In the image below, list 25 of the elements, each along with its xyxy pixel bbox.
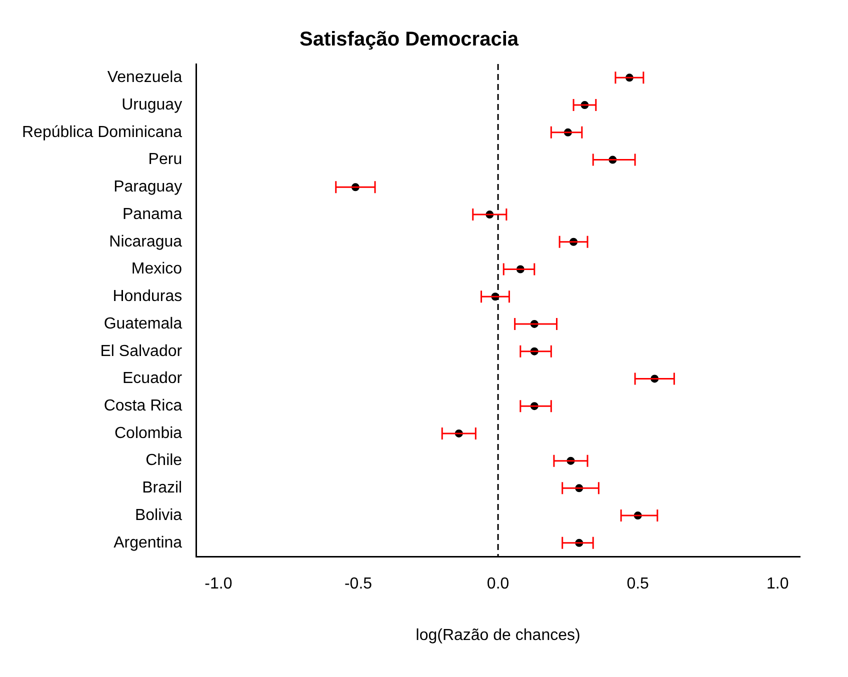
x-axis-title: log(Razão de chances) bbox=[416, 626, 580, 644]
y-tick-label: Panama bbox=[122, 206, 182, 223]
y-tick-label: Costa Rica bbox=[104, 397, 182, 414]
y-tick-label: Venezuela bbox=[107, 69, 182, 86]
y-tick-label: Chile bbox=[146, 452, 182, 470]
y-tick-label: Mexico bbox=[131, 260, 182, 278]
x-tick-label: 0.5 bbox=[626, 576, 650, 593]
y-tick-label: Colombia bbox=[114, 424, 182, 442]
y-tick-label: Brazil bbox=[142, 480, 182, 497]
y-tick-label: El Salvador bbox=[100, 342, 183, 360]
x-tick-label: 0.0 bbox=[486, 576, 510, 593]
y-tick-label: Bolivia bbox=[134, 506, 182, 524]
y-tick-label: Argentina bbox=[114, 534, 182, 552]
x-tick-label: 1.0 bbox=[766, 576, 789, 593]
y-tick-label: Ecuador bbox=[122, 370, 183, 388]
y-tick-label: República Dominicana bbox=[22, 124, 182, 141]
y-tick-label: Peru bbox=[148, 151, 182, 168]
y-tick-label: Uruguay bbox=[122, 96, 182, 114]
y-tick-label: Nicaragua bbox=[109, 233, 182, 250]
y-tick-label: Honduras bbox=[112, 288, 182, 306]
y-tick-label: Guatemala bbox=[104, 315, 182, 332]
x-tick-label: -0.5 bbox=[344, 576, 372, 593]
chart-title: Satisfação Democracia bbox=[299, 28, 520, 51]
y-tick-label: Paraguay bbox=[114, 178, 182, 196]
x-tick-label: -1.0 bbox=[204, 576, 232, 593]
